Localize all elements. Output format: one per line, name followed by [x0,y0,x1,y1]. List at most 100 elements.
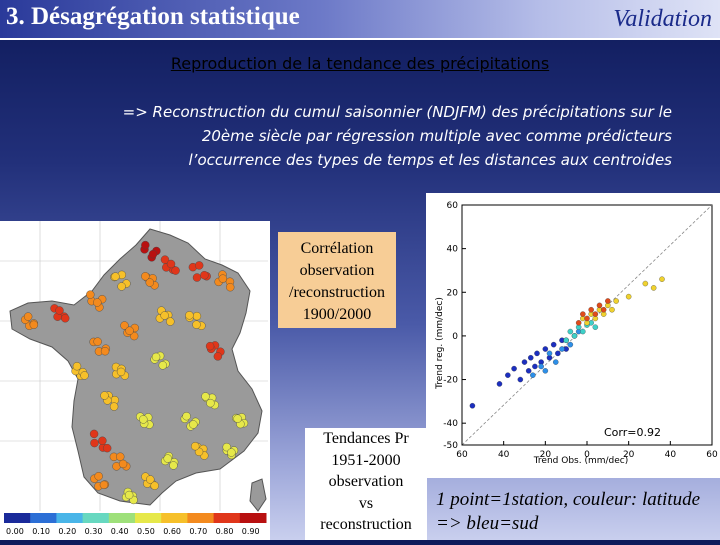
caption-line: observation [299,262,375,279]
slide-title: 3. Désagrégation statistique [6,3,300,30]
scatter-points [469,276,665,409]
scatter-point [538,363,544,370]
scatter-point [563,337,569,344]
y-axis-label: Trend reg. (mm/dec) [435,297,445,390]
header-bar: 3. Désagrégation statistique Validation [0,0,720,40]
y-tick-label: 60 [447,201,459,211]
station-dot [206,398,215,408]
corsica-outline [249,478,267,512]
colorbar-tick-label: 0.70 [189,527,207,536]
station-dot [192,311,202,321]
station-dot [99,480,109,490]
station-dot [163,454,172,463]
colorbar-tick-label: 0.80 [216,527,234,536]
caption-line: reconstruction [320,516,412,533]
station-dot [125,326,134,335]
scatter-point [559,346,565,352]
section-label: Validation [613,6,712,32]
station-dot [146,475,155,484]
station-dot [222,442,231,452]
station-dot [182,411,191,421]
scatter-point [521,359,528,365]
colorbar-tick-label: 0.20 [58,527,76,536]
caption-line: Tendances Pr [323,430,409,447]
scatter-point [528,354,534,361]
station-dot [93,298,102,307]
station-dot [116,452,125,461]
scatter-point [605,298,611,304]
caption-line: 1951-2000 [331,451,401,469]
x-tick-label: 20 [540,450,552,460]
intro-text: => Reconstruction du cumul saisonnier (N… [40,100,672,172]
scatter-point [596,302,603,309]
scatter-point [613,298,619,304]
colorbar-segment [4,513,31,523]
station-dot [100,347,110,356]
station-dot [158,361,167,370]
station-dot [189,420,198,429]
colorbar-segment [187,513,215,523]
x-tick-label: 0 [584,450,590,460]
scatter-point [542,346,549,352]
station-dot [139,415,148,424]
station-dot [55,306,64,315]
scatter-point [517,376,524,383]
station-dot [29,320,39,329]
station-dot [192,273,202,282]
colorbar-tick-label: 0.40 [111,527,129,536]
station-dot [141,272,150,281]
station-dot [226,283,235,292]
colorbar-segment [213,513,241,523]
trend-scatter-plot: 60 40 20 0 -20 -40 -50 60 40 20 0 20 40 60 Corr=0.92 … [426,193,720,478]
station-dot [169,461,178,470]
station-dot [227,448,236,457]
y-tick-label: 40 [447,245,459,255]
scatter-point [592,311,599,317]
scatter-point [592,324,599,330]
y-tick-label: 0 [452,332,458,342]
station-dot [150,481,159,490]
colorbar-segment [30,513,57,523]
scatter-point [567,328,574,335]
station-dot [120,321,129,330]
station-dot [201,392,210,401]
scatter-point [642,280,649,287]
station-dot [86,290,95,299]
colorbar-segment [82,513,110,523]
colorbar-segment [239,513,267,523]
colorbar-tick-label: 0.30 [85,527,103,536]
station-dot [129,331,139,341]
correlation-annotation: Corr=0.92 [604,426,661,439]
note-line: 1 point=1station, couleur: latitude [436,489,701,510]
y-tick-label: -20 [443,376,458,386]
scatter-point [469,402,476,409]
map-colorbar: 0.00 0.10 0.20 0.30 0.40 0.50 0.60 0.70 0.80 0.90 [4,513,267,536]
station-dot [200,271,209,280]
scatter-point [600,306,607,313]
x-tick-label: 60 [456,450,468,460]
scatter-point [550,341,557,348]
colorbar-tick-label: 0.90 [242,527,260,536]
station-dot [100,391,109,400]
station-dot [233,414,242,423]
colorbar-tick-label: 0.60 [163,527,181,536]
station-dot [23,312,33,321]
caption-line: 1900/2000 [302,306,372,323]
scatter-point [584,315,590,322]
station-dot [166,259,176,269]
station-dot [102,443,112,453]
scatter-point [571,333,578,339]
slide-subtitle: Reproduction de la tendance des précipit… [170,54,550,73]
scatter-point [650,285,657,291]
colorbar-segment [108,513,136,523]
scatter-point [580,328,586,335]
correlation-caption: Corrélation observation /reconstruction … [278,232,396,328]
y-tick-label: -50 [443,441,458,451]
station-dot [148,249,158,259]
station-dot [213,352,223,361]
station-dot [117,282,126,291]
caption-line: Corrélation [300,240,374,257]
scatter-point [505,372,511,378]
